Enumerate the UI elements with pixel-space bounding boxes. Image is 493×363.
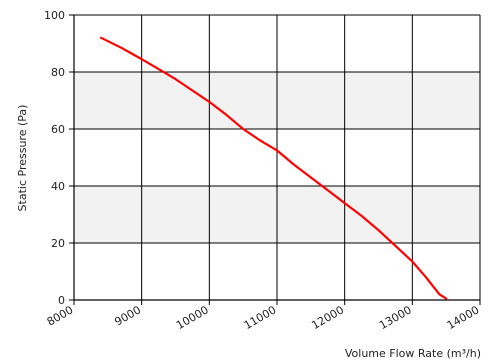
tick-labels: 0 20 40 60 80 100 8000 9000 10000 11000 12000 13000…	[44, 9, 482, 332]
y-tick-label: 0	[58, 294, 65, 307]
x-tick-label: 14000	[445, 303, 482, 332]
axes	[69, 14, 481, 305]
x-tick-label: 11000	[242, 303, 279, 332]
y-axis-label: Static Pressure (Pa)	[16, 105, 29, 212]
x-tick-label: 13000	[377, 303, 414, 332]
fan-curve-line	[100, 36, 448, 300]
y-tick-label: 20	[51, 237, 65, 250]
x-tick-label: 8000	[45, 303, 76, 328]
y-tick-label: 100	[44, 9, 65, 22]
grid-lines	[74, 14, 481, 300]
x-tick-label: 9000	[112, 303, 143, 328]
x-axis-label: Volume Flow Rate (m³/h)	[345, 347, 481, 360]
y-tick-label: 40	[51, 180, 65, 193]
x-tick-label: 12000	[309, 303, 346, 332]
y-tick-label: 60	[51, 123, 65, 136]
series-layer	[100, 36, 448, 300]
y-tick-label: 80	[51, 66, 65, 79]
x-tick-label: 10000	[174, 303, 211, 332]
